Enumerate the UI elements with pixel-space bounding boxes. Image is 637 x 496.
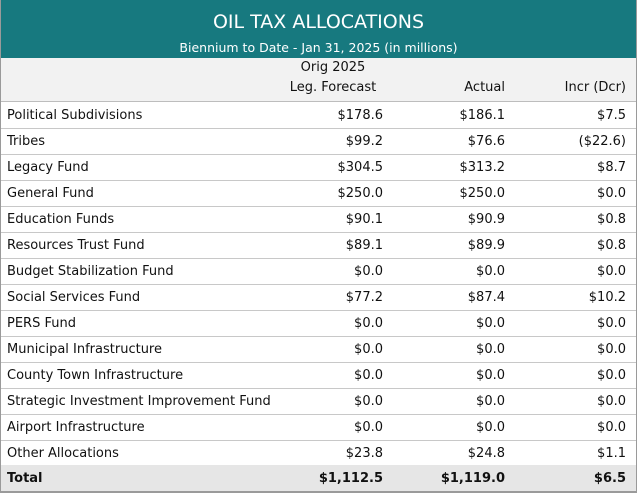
table-row: Tribes $99.2 $76.6 ($22.6) <box>1 128 636 155</box>
cell-value: $77.2 <box>345 290 383 305</box>
cell-value: $24.8 <box>467 446 505 461</box>
table-row: Airport Infrastructure $0.0 $0.0 $0.0 <box>1 414 636 441</box>
table-row: Social Services Fund $77.2 $87.4 $10.2 <box>1 284 636 311</box>
cell-value: $87.4 <box>467 290 505 305</box>
cell-value: $304.5 <box>337 160 384 175</box>
column-label: Leg. Forecast <box>289 80 377 95</box>
table-row: General Fund $250.0 $250.0 $0.0 <box>1 180 636 207</box>
table-row: Political Subdivisions $178.6 $186.1 $7.5 <box>1 102 636 129</box>
cell-value: $7.5 <box>597 108 626 123</box>
table-row: Municipal Infrastructure $0.0 $0.0 $0.0 <box>1 336 636 363</box>
cell-value: $0.0 <box>476 264 505 279</box>
cell-value: $0.0 <box>354 368 383 383</box>
row-label: Social Services Fund <box>7 290 141 305</box>
cell-value: $1.1 <box>597 446 626 461</box>
row-label: Political Subdivisions <box>7 108 143 123</box>
row-label: Education Funds <box>7 212 115 227</box>
table-row: Other Allocations $23.8 $24.8 $1.1 <box>1 440 636 467</box>
row-label: Airport Infrastructure <box>7 420 145 435</box>
cell-value: $0.0 <box>354 342 383 357</box>
cell-value: $76.6 <box>467 134 505 149</box>
cell-value: $10.2 <box>588 290 626 305</box>
row-label: PERS Fund <box>7 316 76 331</box>
cell-value: $186.1 <box>459 108 506 123</box>
table-row: Strategic Investment Improvement Fund $0.… <box>1 388 636 415</box>
cell-value: $0.0 <box>597 342 626 357</box>
cell-value: $178.6 <box>337 108 384 123</box>
row-label: Total <box>7 471 43 486</box>
cell-value: $0.0 <box>597 316 626 331</box>
row-label: Resources Trust Fund <box>7 238 145 253</box>
cell-value: $0.0 <box>354 394 383 409</box>
row-label: General Fund <box>7 186 94 201</box>
cell-value: $0.0 <box>597 420 626 435</box>
total-row: Total $1,112.5 $1,119.0 $6.5 <box>1 465 636 492</box>
cell-value: $89.9 <box>467 238 505 253</box>
row-label: Strategic Investment Improvement Fund <box>7 394 271 409</box>
row-label: Other Allocations <box>7 446 119 461</box>
column-label: Orig 2025 <box>300 60 366 75</box>
row-label: Legacy Fund <box>7 160 89 175</box>
cell-value: $0.0 <box>354 264 383 279</box>
row-label: County Town Infrastructure <box>7 368 184 383</box>
column-header: Orig 2025 Leg. Forecast Actual Incr (Dcr) <box>1 58 636 102</box>
cell-value: $90.9 <box>467 212 505 227</box>
cell-value: $250.0 <box>337 186 384 201</box>
cell-value: $0.0 <box>476 420 505 435</box>
cell-value: $0.8 <box>597 238 626 253</box>
cell-value: $0.0 <box>597 186 626 201</box>
cell-value: $0.0 <box>597 368 626 383</box>
header: OIL TAX ALLOCATIONS Biennium to Date - J… <box>1 0 636 58</box>
cell-value: $0.0 <box>354 316 383 331</box>
table-row: County Town Infrastructure $0.0 $0.0 $0.0 <box>1 362 636 389</box>
cell-value: $90.1 <box>345 212 383 227</box>
row-label: Municipal Infrastructure <box>7 342 162 357</box>
cell-value: $0.0 <box>597 264 626 279</box>
row-label: Tribes <box>7 134 46 149</box>
cell-value: $250.0 <box>459 186 506 201</box>
cell-value: $1,112.5 <box>318 471 383 486</box>
cell-value: $0.0 <box>597 394 626 409</box>
title: OIL TAX ALLOCATIONS <box>212 11 425 33</box>
subtitle: Biennium to Date - Jan 31, 2025 (in mill… <box>179 40 458 55</box>
cell-value: $6.5 <box>593 471 626 486</box>
cell-value: $0.0 <box>476 316 505 331</box>
cell-value: $23.8 <box>345 446 383 461</box>
table-row: PERS Fund $0.0 $0.0 $0.0 <box>1 310 636 337</box>
table-row: Legacy Fund $304.5 $313.2 $8.7 <box>1 154 636 181</box>
table-row: Budget Stabilization Fund $0.0 $0.0 $0.0 <box>1 258 636 285</box>
cell-value: $0.0 <box>476 368 505 383</box>
cell-value: $99.2 <box>345 134 383 149</box>
cell-value: $0.0 <box>476 342 505 357</box>
column-label: Actual <box>464 80 505 95</box>
row-label: Budget Stabilization Fund <box>7 264 174 279</box>
cell-value: $0.0 <box>476 394 505 409</box>
cell-value: $1,119.0 <box>440 471 505 486</box>
cell-value: $0.0 <box>354 420 383 435</box>
column-label: Incr (Dcr) <box>564 80 626 95</box>
cell-value: $89.1 <box>345 238 383 253</box>
table-row: Education Funds $90.1 $90.9 $0.8 <box>1 206 636 233</box>
cell-value: ($22.6) <box>578 134 626 149</box>
cell-value: $0.8 <box>597 212 626 227</box>
cell-value: $313.2 <box>459 160 506 175</box>
table-row: Resources Trust Fund $89.1 $89.9 $0.8 <box>1 232 636 259</box>
cell-value: $8.7 <box>597 160 626 175</box>
